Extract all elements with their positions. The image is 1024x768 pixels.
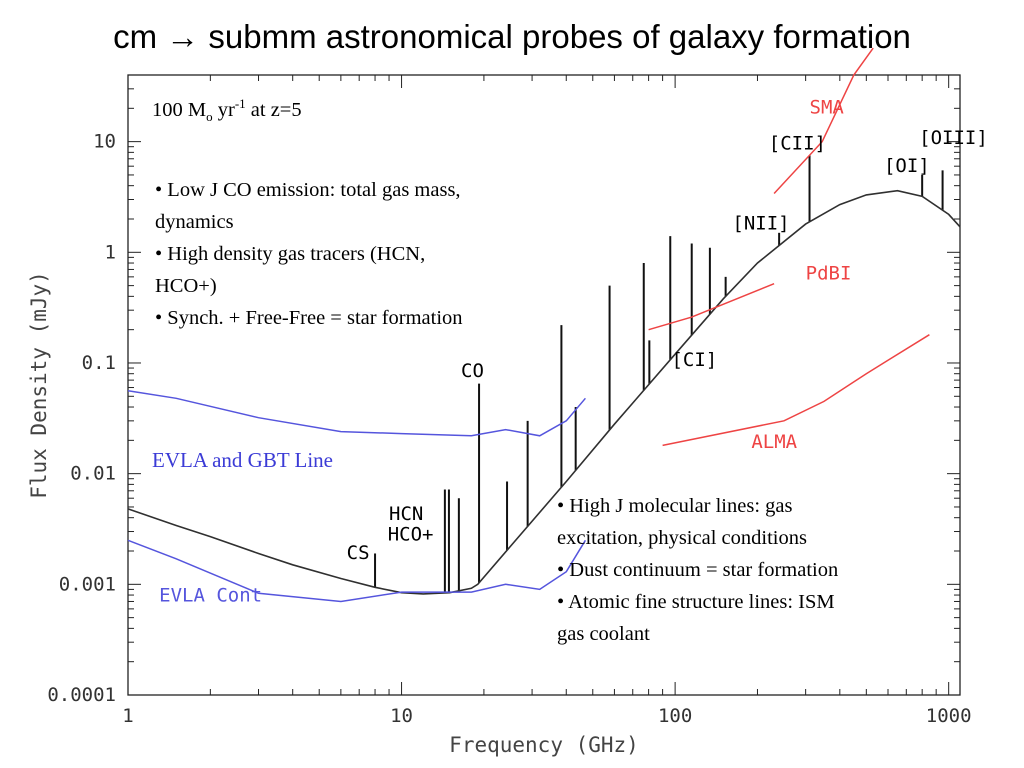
notes-bottom-line: • Atomic fine structure lines: ISM: [557, 591, 835, 613]
condition-mass: 100 M: [152, 98, 207, 121]
annotation-label: CO: [461, 360, 484, 382]
notes-top-line: dynamics: [155, 211, 234, 233]
y-tick-label: 0.001: [59, 573, 116, 595]
notes-top-line: • Low J CO emission: total gas mass,: [155, 179, 461, 201]
annotation-label: HCN: [389, 503, 423, 525]
annotation-label: [CII]: [769, 132, 826, 154]
x-tick-label: 100: [658, 705, 692, 727]
series-line: [127, 539, 587, 603]
y-axis-label: Flux Density (mJy): [27, 271, 51, 499]
annotation-label: [OI]: [884, 155, 930, 177]
y-tick-label: 0.0001: [47, 684, 116, 706]
notes-bottom: • High J molecular lines: gas excitation…: [557, 490, 838, 650]
annotation-label: [CI]: [671, 349, 717, 371]
notes-bottom-line: excitation, physical conditions: [557, 527, 807, 549]
condition-label: 100 Mo yr-1 at z=5: [152, 96, 302, 125]
annotation-label: [OIII]: [919, 127, 988, 149]
plot-frame: [127, 74, 961, 696]
notes-bottom-line: • Dust continuum = star formation: [557, 559, 839, 581]
annotation-label: ALMA: [751, 431, 797, 453]
condition-rate-superscript: -1: [234, 96, 246, 111]
condition-rate: yr: [212, 98, 235, 121]
annotation-label: [NII]: [732, 213, 789, 235]
y-tick-label: 0.1: [82, 352, 116, 374]
condition-sun-subscript: o: [206, 108, 213, 124]
annotation-label: HCO+: [388, 523, 434, 545]
series-line: [773, 47, 874, 195]
annotation-label: PdBI: [806, 262, 852, 284]
notes-top-line: HCO+): [155, 275, 217, 297]
y-tick-label: 10: [93, 131, 116, 153]
series-line: [127, 189, 961, 595]
notes-top-line: • High density gas tracers (HCN,: [155, 243, 426, 265]
notes-top-line: • Synch. + Free-Free = star formation: [155, 307, 463, 329]
x-axis-label: Frequency (GHz): [449, 733, 639, 757]
annotation-label: CS: [347, 542, 370, 564]
series-line: [648, 283, 775, 331]
x-tick-label: 1000: [926, 705, 972, 727]
notes-top: • Low J CO emission: total gas mass, dyn…: [155, 174, 463, 334]
condition-redshift: at z=5: [245, 98, 302, 121]
x-tick-label: 10: [390, 705, 413, 727]
slide-title: cm → submm astronomical probes of galaxy…: [113, 18, 911, 55]
notes-bottom-line: • High J molecular lines: gas: [557, 495, 793, 517]
y-tick-label: 1: [105, 241, 116, 263]
annotation-label: SMA: [810, 96, 845, 118]
series-line: [127, 390, 586, 437]
annotation-label: EVLA Cont: [159, 584, 262, 606]
y-tick-label: 0.01: [70, 463, 116, 485]
notes-bottom-line: gas coolant: [557, 623, 650, 645]
x-tick-label: 1: [122, 705, 133, 727]
evla-gbt-line-label: EVLA and GBT Line: [152, 448, 334, 472]
series-line: [662, 334, 930, 447]
